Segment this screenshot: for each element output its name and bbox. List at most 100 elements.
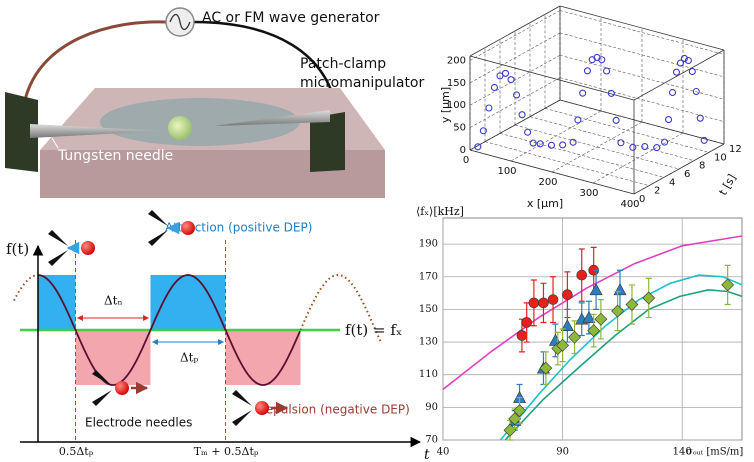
needle <box>232 410 252 426</box>
y-axis-label: y [μm] <box>439 87 452 123</box>
needle <box>148 210 168 226</box>
x-label: t <box>424 447 430 462</box>
box-edge <box>469 5 561 57</box>
marker <box>528 297 540 309</box>
data-point <box>524 128 532 136</box>
data-point <box>665 116 673 124</box>
manipulator-label: Patch-clamp <box>300 56 386 72</box>
x-axis-label: σₒᵤₜ [mS/m] <box>686 447 743 458</box>
data-point <box>547 141 556 149</box>
grid-line <box>559 54 725 100</box>
y-tick-label: 70 <box>425 435 438 446</box>
cell <box>168 116 192 140</box>
grid-line <box>529 116 695 161</box>
data-point <box>536 140 544 148</box>
y-axis-label: ⟨fₓ⟩[kHz] <box>416 205 464 218</box>
attraction-zone <box>38 275 76 330</box>
x-tick-label: 100 <box>497 166 516 177</box>
y-tick-label: 190 <box>419 239 438 250</box>
repulsion-zone <box>75 330 151 385</box>
y-label: f(t) <box>6 240 29 258</box>
grid-line <box>484 141 650 186</box>
marker <box>587 324 601 338</box>
slab-front <box>40 150 385 198</box>
z-tick-label: 8 <box>699 161 705 172</box>
x-tick-label: 0 <box>463 155 469 166</box>
y-tick-label: 0 <box>460 145 466 156</box>
y-tick-label: 170 <box>419 271 438 282</box>
x-tick-label: 90 <box>556 447 569 458</box>
grid-line <box>514 124 680 170</box>
data-point <box>688 67 696 76</box>
data-point <box>661 138 669 146</box>
marker <box>568 330 581 344</box>
marker <box>721 278 735 292</box>
marker <box>613 283 627 296</box>
dep-diagram: f(t) t Attraction (positive DEP) Repulsi… <box>6 210 430 462</box>
needle <box>214 110 330 126</box>
grid-line <box>499 133 665 178</box>
z-tick-label: 0 <box>639 194 645 205</box>
needle-icon <box>232 390 289 426</box>
data-point <box>672 68 681 76</box>
needle <box>48 230 68 246</box>
data-point <box>479 127 487 135</box>
marker <box>513 404 526 418</box>
dtp-label: Δtₚ <box>180 351 198 365</box>
box-edge <box>469 99 561 151</box>
data-point <box>559 141 567 149</box>
generator-symbol <box>169 13 191 31</box>
data-point <box>501 69 510 77</box>
grid-line <box>559 10 725 55</box>
manipulator <box>5 92 38 172</box>
box-edge <box>469 55 635 101</box>
grid-line <box>559 32 725 78</box>
data-point <box>485 104 493 112</box>
x-tick-label: 40 <box>437 447 450 458</box>
data-point <box>574 116 582 124</box>
data-point <box>513 91 521 99</box>
marker <box>521 317 533 328</box>
wire <box>23 20 167 101</box>
marker <box>562 289 573 301</box>
data-point <box>569 138 577 146</box>
data-point <box>496 72 504 80</box>
needle-icon <box>92 370 149 406</box>
grid-line <box>469 54 561 106</box>
data-point <box>629 143 637 151</box>
data-point <box>612 116 620 124</box>
data-point <box>518 111 526 119</box>
box-edge <box>559 99 725 145</box>
marker <box>582 310 596 323</box>
data-point <box>598 56 606 64</box>
data-point <box>507 76 515 84</box>
data-point <box>607 89 615 97</box>
box-edge <box>633 143 725 195</box>
data-point <box>603 67 611 75</box>
data-point <box>474 143 482 151</box>
needle <box>92 390 112 406</box>
x-tick-label: 200 <box>538 177 557 188</box>
needle <box>30 124 165 138</box>
particle <box>81 241 95 255</box>
tick-label: 0.5Δtₚ <box>59 445 94 458</box>
pointer <box>51 137 59 149</box>
curve <box>499 274 742 440</box>
needle <box>232 390 252 406</box>
marker <box>539 361 553 375</box>
data-point <box>692 87 700 96</box>
grid-line <box>469 10 561 61</box>
marker <box>594 312 608 326</box>
y-tick-label: 150 <box>447 78 466 89</box>
dtn-label: Δtₙ <box>104 294 123 308</box>
data-point <box>583 67 591 75</box>
sample <box>100 98 300 146</box>
needle-label: Tungsten needle <box>57 148 173 164</box>
needle <box>148 230 168 246</box>
marker <box>556 338 570 352</box>
z-tick-label: 12 <box>729 144 742 155</box>
electrodes-label: Electrode needles <box>85 416 192 430</box>
x-tick-label: 400 <box>620 199 639 210</box>
grid-line <box>559 77 725 122</box>
